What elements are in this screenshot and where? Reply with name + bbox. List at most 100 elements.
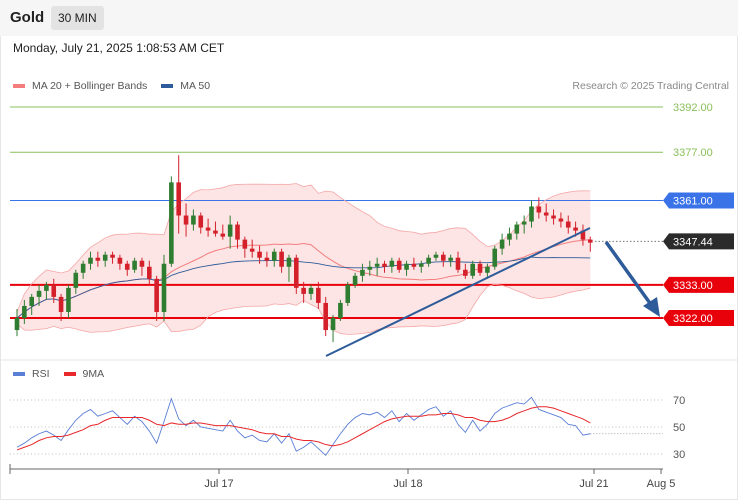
legend-label: 9MA [82, 368, 105, 380]
candle [80, 260, 86, 279]
candle-body [286, 257, 292, 267]
candle-body [316, 287, 321, 303]
candle [374, 257, 380, 276]
chart-header: Gold 30 MIN [0, 0, 738, 36]
legend-ma20-bollinger[interactable]: MA 20 + Bollinger Bands [13, 80, 147, 92]
candle-body [301, 287, 306, 294]
rsi-tick-label: 50 [673, 422, 685, 434]
candle [36, 284, 42, 306]
candle-body [588, 239, 593, 243]
candle [507, 227, 512, 246]
level-label-3361.00: 3361.00 [663, 192, 734, 209]
candle [448, 254, 453, 267]
legend-label: RSI [32, 368, 50, 380]
candle-body [455, 257, 461, 270]
annotations [325, 227, 660, 357]
legend-swatch [13, 84, 25, 88]
candle [205, 218, 211, 237]
candle-body [492, 248, 498, 267]
candle [558, 212, 564, 228]
candle-body [573, 227, 578, 231]
candle-body [330, 318, 336, 331]
candle-body [279, 251, 284, 267]
candle-body [382, 263, 387, 267]
level-label-3392.00: 3392.00 [673, 102, 713, 114]
candle-body [323, 302, 328, 331]
candle [426, 254, 431, 267]
candle [249, 239, 255, 258]
candle [543, 203, 549, 222]
candle [485, 263, 490, 279]
candle [499, 233, 505, 255]
candle [382, 260, 387, 273]
candle-body [22, 305, 27, 318]
candle [132, 257, 137, 273]
candle [279, 248, 284, 273]
timeframe-button[interactable]: 30 MIN [51, 6, 104, 30]
candle-body [235, 224, 240, 240]
candle-body [507, 233, 512, 240]
candle [242, 236, 248, 258]
candle-body [565, 221, 571, 228]
candle [147, 260, 152, 285]
candle [463, 263, 468, 279]
candle-body [176, 182, 181, 216]
bollinger-upper-line [16, 183, 591, 313]
candle-body [543, 212, 549, 216]
trendline [325, 227, 591, 357]
candle [198, 212, 204, 234]
candle-body [264, 257, 270, 261]
candle-body [213, 230, 218, 234]
level-label-text: 3347.44 [673, 236, 713, 248]
rsi-panel: 30 50 70 [0, 359, 738, 461]
timestamp: Monday, July 21, 2025 1:08:53 AM CET [13, 41, 225, 55]
candle-body [352, 275, 358, 285]
candle-body [80, 263, 86, 273]
candle-body [441, 254, 446, 261]
level-label-3347.44: 3347.44 [663, 233, 734, 250]
candle-body [463, 269, 468, 276]
candle [213, 221, 218, 237]
candle-body [191, 215, 196, 225]
candle-body [426, 257, 431, 264]
legend-9ma[interactable]: 9MA [63, 368, 105, 380]
candle [73, 269, 79, 294]
candle-body [558, 218, 564, 222]
candle-body [36, 290, 42, 297]
candle-body [580, 230, 586, 240]
candle [220, 224, 226, 240]
candle [44, 281, 49, 300]
candle [14, 308, 20, 337]
rsi-tick-label: 30 [673, 449, 685, 461]
candle [352, 272, 358, 288]
candle [66, 284, 71, 318]
level-label-text: 3333.00 [673, 280, 713, 292]
candle-body [110, 254, 115, 258]
legend-label: MA 20 + Bollinger Bands [32, 80, 148, 92]
candles [14, 155, 593, 343]
forecast-arrow-shaft [604, 240, 654, 308]
level-label-box [663, 192, 734, 209]
candle [301, 281, 306, 303]
candle [183, 203, 189, 237]
candle [139, 257, 145, 276]
candle-body [433, 254, 439, 258]
legend-rsi[interactable]: RSI [13, 368, 50, 380]
candle-body [58, 296, 64, 312]
candle [316, 281, 321, 309]
legend-ma50[interactable]: MA 50 [161, 80, 210, 92]
candle-body [338, 302, 343, 318]
candle [418, 260, 424, 273]
candle-body [418, 263, 424, 267]
candle [360, 263, 365, 282]
candle-body [294, 257, 299, 288]
candle-body [360, 269, 365, 276]
candle-body [132, 260, 137, 270]
main-legend: MA 20 + Bollinger Bands MA 50 [13, 80, 224, 92]
candle-body [44, 284, 49, 291]
candle-body [308, 287, 314, 294]
candle-body [404, 263, 409, 270]
candle [580, 224, 586, 246]
candle-body [374, 263, 380, 267]
